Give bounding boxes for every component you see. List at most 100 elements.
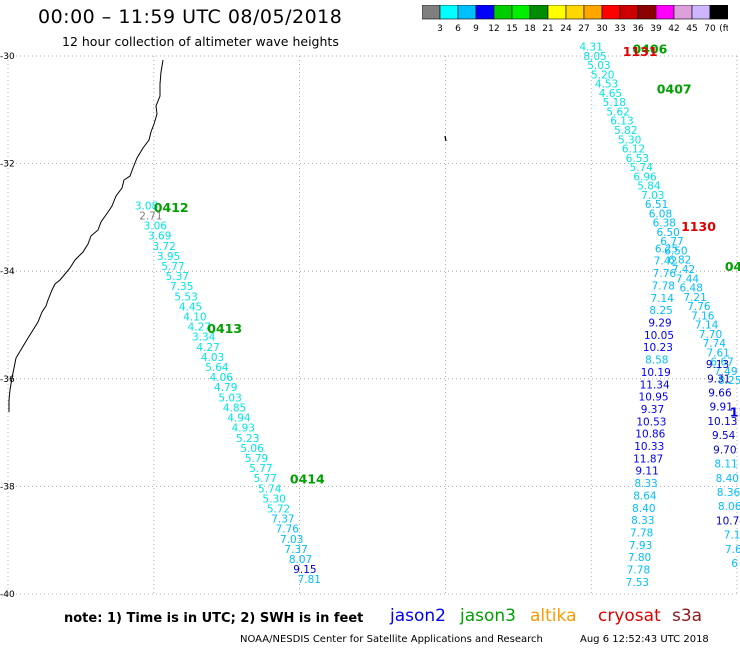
colorbar-label: 42 [668, 24, 679, 34]
wave-height-value: 11.87 [633, 453, 663, 465]
wave-height-value: 5.74 [630, 162, 654, 174]
wave-height-value: 4.27 [188, 322, 211, 334]
wave-height-value: 5.72 [267, 504, 290, 516]
wave-height-value: 5.03 [587, 60, 610, 72]
wave-height-value: 8.40 [716, 473, 739, 485]
wave-height-value: 7.37 [271, 514, 294, 526]
lat-tick-label: -32 [0, 160, 15, 170]
pass-time-label: 0408 [725, 259, 740, 274]
pass-jason2: 9.13 9.31 9.66 9.91 10.13 9.54 9.70 8.11 8.40 8.3… [706, 359, 740, 570]
colorbar-label: 36 [632, 24, 644, 34]
wave-height-value: 8.58 [645, 355, 668, 367]
wave-height-value: 6.96 [633, 171, 657, 183]
wave-height-value: 4.93 [232, 423, 255, 435]
wave-height-value: 5.74 [258, 483, 282, 495]
wave-height-value: 7.14 [695, 320, 719, 332]
wave-height-value: 10.74 [716, 515, 740, 527]
wave-height-value: 6.50 [664, 245, 687, 257]
wave-height-value: 8.25 [718, 375, 740, 387]
wave-height-value: 6.25 [655, 243, 678, 255]
wave-height-value: 6.48 [680, 283, 703, 295]
wave-height-value: 6.12 [622, 144, 645, 156]
wave-height-value: 4.79 [214, 382, 237, 394]
map-grid [7, 55, 738, 595]
wave-height-value: 10.33 [634, 441, 664, 453]
wave-height-value: 5.62 [606, 106, 629, 118]
wave-height-value: 9.54 [712, 430, 736, 442]
colorbar-label: 70 [704, 24, 716, 34]
wave-height-value: 7.44 [676, 273, 700, 285]
wave-height-value: 7.03 [280, 534, 303, 546]
wave-height-value: 6.82 [668, 255, 691, 267]
lat-tick-label: -40 [0, 590, 15, 600]
wave-height-value: 10.23 [643, 342, 673, 354]
wave-height-value: 2.71 [139, 210, 162, 222]
wave-height-value: 5.77 [161, 261, 184, 273]
footnote: note: 1) Time is in UTC; 2) SWH is in fe… [64, 611, 364, 626]
wave-height-value: 5.64 [205, 362, 229, 374]
wave-height-value: 7.14 [651, 293, 675, 305]
legend-altika: altika [530, 606, 577, 626]
wave-height-value: 3.95 [157, 251, 180, 263]
wave-height-value: 8.06 [718, 501, 740, 513]
legend-jason2: jason2 [390, 606, 446, 626]
lat-tick-label: -36 [0, 375, 15, 385]
wave-height-value: 4.45 [179, 301, 202, 313]
wave-height-value: 7.35 [170, 281, 193, 293]
colorbar-label: 9 [473, 24, 479, 34]
wave-height-value: 7.6 [725, 544, 740, 556]
wave-height-value: 5.77 [254, 473, 277, 485]
wave-height-value: 10.95 [639, 392, 669, 404]
wave-height-value: 3.06 [144, 221, 168, 233]
wave-height-value: 10.19 [641, 367, 671, 379]
wave-height-value: 4.94 [227, 413, 251, 425]
pass-time-label: 11 [730, 404, 740, 419]
wave-height-value: 8.07 [289, 554, 312, 566]
wave-height-value: 7.76 [276, 524, 300, 536]
colorbar-label: 39 [650, 24, 662, 34]
wave-height-value: 5.18 [603, 97, 626, 109]
wave-height-value: 7.37 [284, 544, 307, 556]
wave-height-value: 8.33 [631, 515, 654, 527]
wave-height-value: 6.50 [656, 227, 679, 239]
wave-height-value: 6.53 [626, 153, 649, 165]
pass-cryosat: 6.257.427.767.787.148.259.2910.0510.238.… [623, 44, 716, 589]
wave-height-value: 5.30 [618, 134, 641, 146]
credit-text: NOAA/NESDIS Center for Satellite Applica… [240, 634, 543, 645]
pass-time-label: 0414 [290, 472, 325, 487]
wave-height-value: 9.70 [713, 444, 736, 456]
wave-height-value: 7.42 [654, 256, 677, 268]
wave-height-value: 9.37 [641, 404, 664, 416]
wave-height-value: 3.69 [148, 231, 171, 243]
altimeter-map: 3.082.713.063.693.723.955.775.377.355.53… [0, 41, 740, 600]
wave-height-value: 5.53 [174, 291, 197, 303]
page-title: 00:00 – 11:59 UTC 08/05/2018 [38, 6, 343, 28]
wave-height-value: 7.80 [628, 552, 651, 564]
pass-time-label: 1131 [623, 44, 658, 59]
australia-coastline [8, 59, 164, 412]
legend-s3a: s3a [672, 606, 703, 626]
wave-height-value: 7.74 [703, 338, 727, 350]
lat-tick-label: -30 [0, 52, 15, 62]
legend-cryosat: cryosat [598, 606, 661, 626]
wave-height-value: 9.91 [710, 402, 733, 414]
wave-height-value: 9.29 [648, 317, 671, 329]
wave-height-value: 3.08 [135, 200, 158, 212]
colorbar-unit: (ft) [719, 24, 728, 34]
wave-height-value: 5.37 [166, 271, 189, 283]
wave-height-value: 7.93 [629, 540, 652, 552]
island-fragment [444, 135, 447, 142]
wave-height-value: 4.10 [183, 311, 206, 323]
wave-height-value: 5.20 [591, 69, 614, 81]
wave-height-value: 9.66 [708, 387, 732, 399]
wave-height-value: 7.76 [653, 268, 677, 280]
wave-height-value: 11.34 [640, 379, 670, 391]
colorbar-label: 12 [488, 24, 499, 34]
lat-tick-label: -34 [0, 267, 15, 277]
wave-height-value: 5.79 [245, 453, 268, 465]
wave-height-value: 7.1 [724, 530, 740, 542]
wave-height-value: 8.25 [649, 305, 672, 317]
wave-height-value: 9.15 [293, 564, 316, 576]
colorbar-label: 24 [560, 24, 572, 34]
